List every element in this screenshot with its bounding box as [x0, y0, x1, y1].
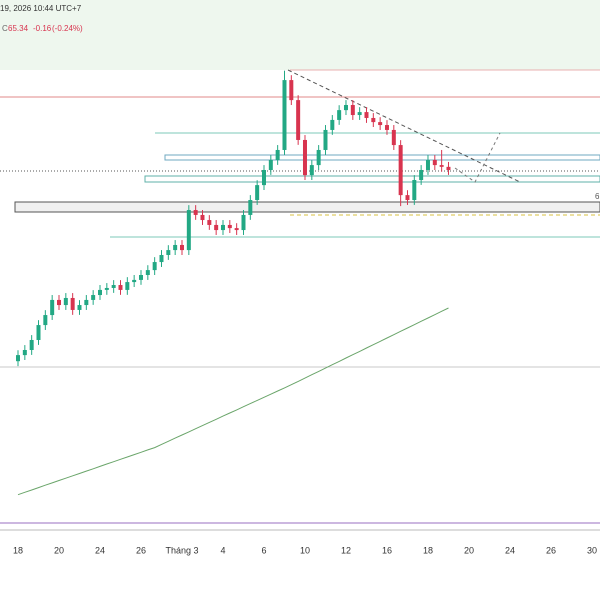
- x-tick-label: 20: [464, 545, 474, 555]
- x-tick-label: 18: [13, 545, 23, 555]
- candle-body: [398, 145, 403, 196]
- x-tick-label: 10: [300, 545, 310, 555]
- candle-body: [419, 169, 424, 181]
- candle-body: [111, 285, 116, 288]
- candle-body: [241, 214, 246, 231]
- candle-body: [439, 165, 444, 167]
- candle-body: [16, 355, 20, 362]
- candle-body: [391, 129, 396, 146]
- x-tick-label: 18: [423, 545, 433, 555]
- candle-body: [193, 210, 198, 215]
- candle-body: [63, 297, 68, 306]
- candle-body: [255, 185, 260, 201]
- candle-body: [159, 254, 164, 263]
- candle-body: [234, 228, 239, 231]
- x-tick-label: 6: [261, 545, 266, 555]
- header-date: 19, 2026 10:44 UTC+7: [0, 4, 82, 13]
- candle-body: [378, 122, 383, 126]
- candle-body: [22, 349, 27, 356]
- candle-body: [70, 297, 75, 310]
- candle-body: [371, 117, 376, 123]
- candle-body: [125, 282, 130, 290]
- candle-body: [29, 339, 34, 350]
- trendline: [287, 69, 521, 183]
- x-tick-label: 26: [136, 545, 146, 555]
- candle-body: [364, 112, 369, 118]
- x-tick-label: Tháng 3: [165, 545, 198, 555]
- header-close-label: C: [2, 24, 8, 33]
- candle-body: [289, 80, 294, 101]
- candle-body: [166, 250, 171, 255]
- x-tick-label: 24: [95, 545, 105, 555]
- candle-body: [248, 200, 253, 215]
- candle-body: [84, 299, 89, 306]
- candle-body: [350, 105, 355, 116]
- candle-body: [97, 289, 102, 296]
- candle-body: [268, 159, 273, 170]
- support-zone: [14, 201, 600, 213]
- candle-body: [343, 105, 348, 111]
- candle-body: [309, 165, 314, 176]
- candle-body: [207, 220, 212, 225]
- candle-body: [152, 262, 157, 271]
- candle-body: [282, 80, 287, 150]
- candle-body: [316, 149, 321, 166]
- candle-body: [186, 210, 191, 251]
- candle-body: [432, 159, 437, 166]
- candle-body: [36, 325, 41, 340]
- candle-body: [330, 119, 335, 130]
- candle-body: [302, 139, 307, 176]
- candle-body: [275, 149, 280, 160]
- x-tick-label: 30: [587, 545, 597, 555]
- candle-body: [145, 270, 150, 276]
- candle-body: [43, 315, 48, 326]
- zone-top: [0, 0, 600, 70]
- header-close: 65.34: [8, 24, 29, 33]
- level-zone: [164, 154, 600, 161]
- candle-body: [91, 295, 96, 300]
- candle-body: [384, 125, 389, 130]
- candle-body: [77, 305, 82, 310]
- x-tick-label: 20: [54, 545, 64, 555]
- x-tick-label: 24: [505, 545, 515, 555]
- candle-body: [132, 279, 137, 283]
- side-label: 6: [595, 192, 600, 201]
- candle-body: [220, 224, 225, 231]
- x-tick-label: 12: [341, 545, 351, 555]
- candle-body: [296, 100, 301, 140]
- level-zone: [144, 175, 600, 183]
- header-change: -0.16: [33, 24, 52, 33]
- candle-body: [138, 275, 143, 280]
- candle-body: [50, 299, 55, 316]
- candle-body: [425, 159, 430, 170]
- candle-body: [227, 224, 232, 229]
- candle-body: [173, 244, 178, 251]
- header-change-pct: (-0.24%): [52, 24, 83, 33]
- candle-body: [446, 166, 451, 170]
- moving-average: [17, 307, 449, 496]
- candle-body: [214, 224, 219, 231]
- x-tick-label: 16: [382, 545, 392, 555]
- projection: [454, 132, 501, 183]
- candle-body: [104, 287, 109, 290]
- candle-body: [179, 244, 184, 251]
- x-tick-label: 4: [220, 545, 225, 555]
- candle-body: [56, 299, 61, 306]
- candle-body: [337, 110, 342, 120]
- candle-body: [412, 180, 417, 201]
- x-tick-label: 26: [546, 545, 556, 555]
- candle-body: [357, 112, 362, 116]
- candle-body: [261, 169, 266, 186]
- candle-body: [323, 129, 328, 150]
- candle-body: [405, 195, 410, 201]
- candle-body: [200, 214, 205, 221]
- candle-body: [118, 285, 123, 290]
